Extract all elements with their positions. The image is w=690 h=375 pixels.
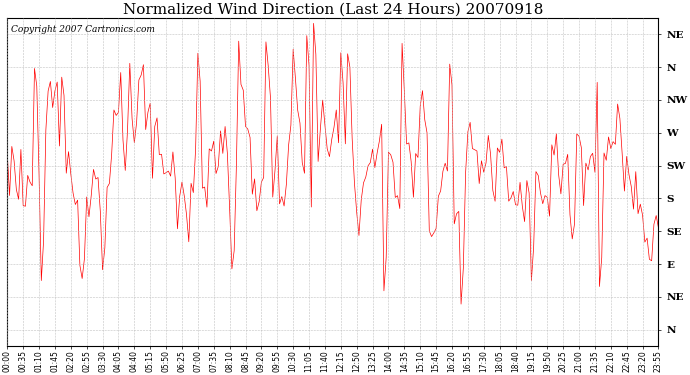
Text: Copyright 2007 Cartronics.com: Copyright 2007 Cartronics.com [10, 24, 155, 33]
Title: Normalized Wind Direction (Last 24 Hours) 20070918: Normalized Wind Direction (Last 24 Hours… [123, 3, 543, 17]
